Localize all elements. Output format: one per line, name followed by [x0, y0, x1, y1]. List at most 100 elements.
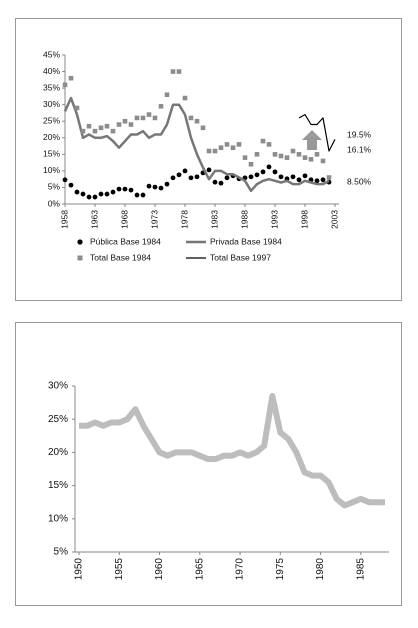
- point: [158, 185, 164, 191]
- point: [278, 174, 284, 180]
- x-tick-label: 1968: [119, 210, 129, 229]
- x-tick-label: 1993: [269, 210, 279, 229]
- point: [158, 104, 164, 109]
- point: [206, 148, 212, 154]
- point: [134, 192, 140, 198]
- y-tick-label: 5%: [48, 182, 61, 192]
- point: [308, 157, 314, 162]
- point: [224, 142, 230, 147]
- x-tick-label: 1978: [179, 210, 189, 229]
- y-tick-label: 35%: [43, 82, 60, 92]
- annotation: 16.1%: [347, 144, 372, 154]
- series-line: [298, 114, 336, 152]
- point: [188, 175, 194, 181]
- point: [62, 82, 68, 88]
- point: [92, 128, 98, 134]
- y-tick-label: 15%: [43, 149, 60, 159]
- legend-label: Privada Base 1984: [210, 236, 282, 246]
- point: [176, 69, 182, 74]
- point: [134, 115, 140, 121]
- arrow: [302, 130, 322, 150]
- point: [164, 92, 170, 98]
- point: [242, 155, 248, 160]
- legend-label: Total Base 1997: [210, 252, 271, 262]
- point: [140, 192, 146, 198]
- y-tick-label: 5%: [54, 547, 69, 558]
- point: [140, 115, 146, 121]
- point: [98, 125, 104, 131]
- point: [170, 69, 176, 74]
- point: [326, 175, 332, 180]
- point: [278, 153, 284, 159]
- series-line: [63, 96, 330, 193]
- point: [314, 152, 320, 157]
- y-tick-label: 10%: [43, 165, 60, 175]
- x-tick-label: 1970: [235, 558, 246, 581]
- y-tick-label: 30%: [48, 381, 68, 392]
- y-tick-label: 25%: [48, 414, 68, 425]
- point: [110, 189, 116, 195]
- x-tick-label: 1965: [194, 558, 205, 581]
- y-tick-label: 40%: [43, 66, 60, 76]
- point: [170, 175, 176, 181]
- point: [212, 179, 218, 185]
- legend-marker: [77, 255, 83, 261]
- legend-marker: [77, 239, 83, 245]
- y-tick-label: 30%: [43, 99, 60, 109]
- point: [80, 128, 86, 134]
- point: [182, 168, 188, 174]
- point: [248, 161, 254, 167]
- point: [182, 95, 188, 101]
- point: [74, 189, 80, 195]
- legend-label: Total Base 1984: [90, 252, 151, 262]
- point: [260, 138, 266, 144]
- point: [86, 123, 92, 129]
- point: [206, 167, 212, 173]
- point: [296, 152, 302, 157]
- x-tick-label: 2003: [329, 210, 339, 229]
- point: [302, 155, 308, 160]
- x-tick-label: 1960: [154, 558, 165, 581]
- point: [68, 182, 74, 188]
- point: [152, 115, 158, 121]
- y-tick-label: 45%: [43, 49, 60, 59]
- y-tick-label: 10%: [48, 513, 68, 524]
- point: [68, 75, 74, 81]
- point: [98, 191, 104, 197]
- point: [104, 123, 110, 129]
- point: [176, 172, 182, 178]
- point: [296, 177, 302, 183]
- point: [200, 125, 206, 131]
- point: [164, 181, 170, 187]
- point: [290, 148, 296, 154]
- point: [212, 148, 218, 154]
- point: [254, 172, 260, 178]
- point: [194, 118, 200, 124]
- point: [314, 178, 320, 184]
- panel: [15, 322, 402, 606]
- x-tick-label: 1980: [315, 558, 326, 581]
- point: [122, 186, 128, 192]
- point: [128, 187, 134, 193]
- point: [194, 174, 200, 180]
- y-tick-label: 15%: [48, 480, 68, 491]
- point: [236, 142, 242, 147]
- point: [302, 173, 308, 179]
- point: [266, 142, 272, 147]
- point: [110, 128, 116, 134]
- x-tick-label: 1985: [355, 558, 366, 581]
- point: [254, 152, 260, 157]
- point: [146, 112, 152, 117]
- y-tick-label: 25%: [43, 115, 60, 125]
- x-tick-label: 1958: [59, 210, 69, 229]
- point: [116, 122, 122, 127]
- point: [74, 105, 80, 111]
- annotation: 8.50%: [347, 176, 372, 186]
- point: [218, 180, 224, 186]
- x-tick-label: 1983: [209, 210, 219, 229]
- legend-label: Pública Base 1984: [90, 236, 161, 246]
- point: [320, 177, 326, 183]
- point: [272, 169, 278, 175]
